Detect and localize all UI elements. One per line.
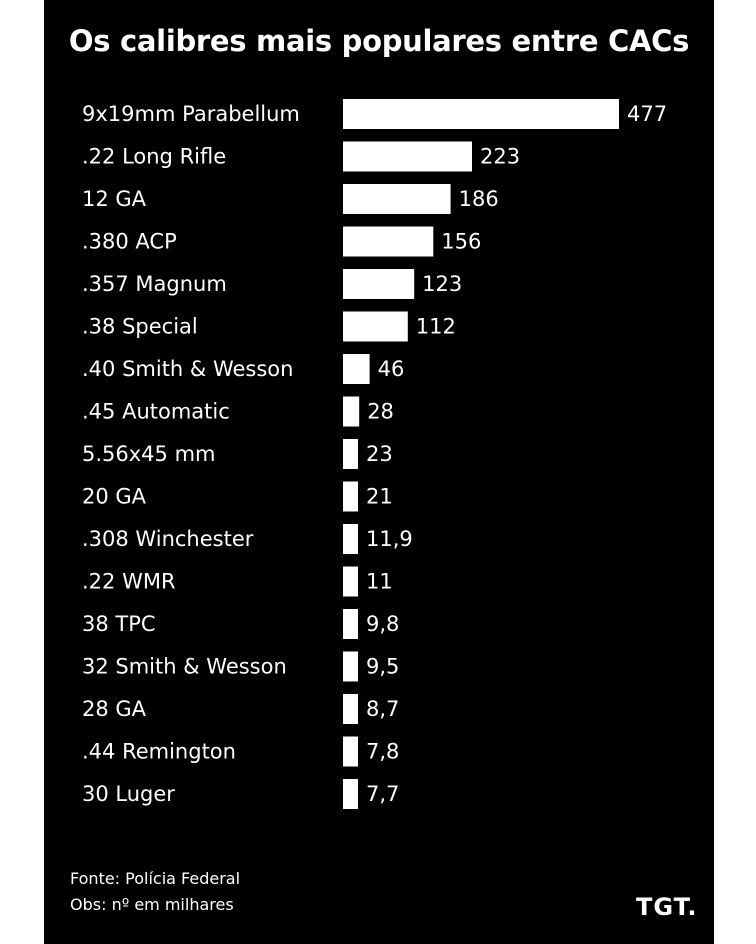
value-label: 23 xyxy=(366,442,393,466)
category-label: .22 Long Rifle xyxy=(82,145,226,169)
category-label: .357 Magnum xyxy=(82,272,227,296)
value-label: 8,7 xyxy=(366,697,399,721)
category-label: 5.56x45 mm xyxy=(82,442,216,466)
bar xyxy=(343,396,360,427)
bar xyxy=(343,779,358,809)
bar xyxy=(343,354,370,384)
value-label: 112 xyxy=(416,315,456,339)
value-label: 477 xyxy=(627,102,667,126)
bar-chart: 9x19mm Parabellum 477 .22 Long Rifle 223 12 … xyxy=(82,99,667,809)
brand-logo: TGT. xyxy=(636,893,698,921)
category-label: 9x19mm Parabellum xyxy=(82,102,300,126)
value-label: 156 xyxy=(441,230,481,254)
category-label: .44 Remington xyxy=(82,740,236,764)
category-label: 28 GA xyxy=(82,697,147,721)
chart-canvas: Os calibres mais populares entre CACs 9x… xyxy=(44,0,714,944)
category-label: .45 Automatic xyxy=(82,400,230,424)
value-label: 223 xyxy=(480,145,520,169)
value-label: 9,5 xyxy=(366,655,399,679)
bar xyxy=(343,651,358,682)
category-label: .380 ACP xyxy=(82,230,177,254)
bar xyxy=(343,439,358,469)
bar xyxy=(343,736,358,767)
category-label: .38 Special xyxy=(82,315,198,339)
bar xyxy=(343,524,358,554)
source-note: Fonte: Polícia Federal xyxy=(70,869,241,888)
bar xyxy=(343,694,358,724)
bar xyxy=(343,141,472,172)
units-note: Obs: nº em milhares xyxy=(70,895,234,914)
category-label: 12 GA xyxy=(82,187,147,211)
category-label: .22 WMR xyxy=(82,570,176,594)
value-label: 7,8 xyxy=(366,740,399,764)
value-label: 9,8 xyxy=(366,612,399,636)
category-label: .40 Smith & Wesson xyxy=(82,357,293,381)
bar xyxy=(343,99,619,129)
value-label: 28 xyxy=(367,400,394,424)
value-label: 46 xyxy=(378,357,405,381)
bar xyxy=(343,269,415,299)
category-label: 20 GA xyxy=(82,485,147,509)
category-label: 32 Smith & Wesson xyxy=(82,655,287,679)
value-label: 21 xyxy=(366,485,393,509)
value-label: 7,7 xyxy=(366,782,399,806)
bar xyxy=(343,311,408,342)
value-label: 186 xyxy=(459,187,499,211)
bar xyxy=(343,184,451,214)
bar xyxy=(343,566,358,597)
bar xyxy=(343,481,358,512)
category-label: 30 Luger xyxy=(82,782,175,806)
value-label: 123 xyxy=(422,272,462,296)
chart-title: Os calibres mais populares entre CACs xyxy=(68,24,690,58)
bar xyxy=(343,609,358,639)
category-label: .308 Winchester xyxy=(82,527,254,551)
value-label: 11,9 xyxy=(366,527,413,551)
bar xyxy=(343,226,434,257)
category-label: 38 TPC xyxy=(82,612,156,636)
value-label: 11 xyxy=(366,570,393,594)
